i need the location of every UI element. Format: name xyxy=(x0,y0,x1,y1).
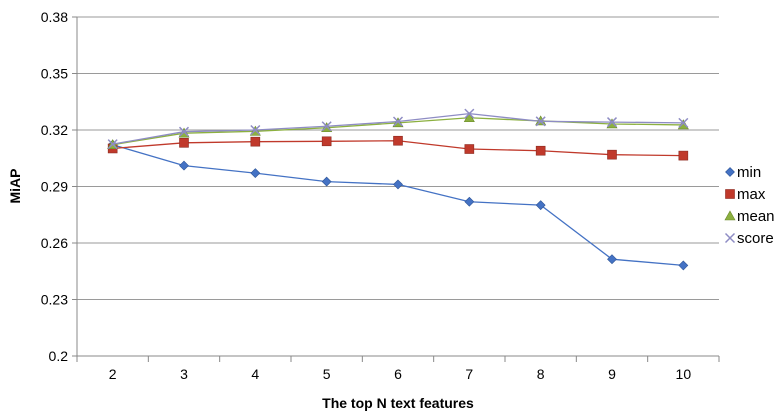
y-tick-label: 0.35 xyxy=(41,66,68,82)
data-point-min xyxy=(678,260,689,271)
data-point-max xyxy=(393,135,403,146)
y-gridlines xyxy=(72,16,719,357)
x-tick-label: 2 xyxy=(109,366,117,382)
series-line-min xyxy=(112,144,684,267)
series-group xyxy=(107,108,689,271)
legend-marker-min xyxy=(725,167,735,177)
data-point-max xyxy=(321,136,332,147)
data-point-max xyxy=(535,145,546,156)
data-point-score xyxy=(678,117,689,128)
x-tick-label: 10 xyxy=(676,366,692,382)
data-point-min xyxy=(321,176,332,187)
legend: min max mean score xyxy=(724,164,775,247)
data-point-min xyxy=(607,254,617,265)
legend-item-min: min xyxy=(725,164,761,181)
legend-item-max: max xyxy=(725,186,766,203)
data-point-score xyxy=(464,108,475,119)
data-point-mean xyxy=(606,118,618,129)
legend-label-mean: mean xyxy=(737,208,775,225)
legend-marker-max xyxy=(725,189,735,199)
y-axis-title: MiAP xyxy=(7,169,23,204)
data-point-score xyxy=(321,121,332,132)
series-min xyxy=(107,139,689,271)
series-score xyxy=(107,108,689,150)
data-point-max xyxy=(607,149,617,160)
data-point-min xyxy=(535,200,546,211)
data-point-min xyxy=(393,179,403,190)
y-tick-label: 0.26 xyxy=(41,235,68,251)
axes xyxy=(76,17,720,362)
x-tick-label: 9 xyxy=(608,366,616,382)
y-tick-label: 0.23 xyxy=(41,292,68,308)
data-point-max xyxy=(179,138,189,148)
x-tick-label: 4 xyxy=(251,366,259,382)
data-point-score xyxy=(178,126,190,137)
series-max xyxy=(107,135,689,161)
data-point-max xyxy=(250,136,261,147)
data-point-min xyxy=(464,196,475,207)
y-tick-label: 0.2 xyxy=(49,348,69,364)
legend-label-min: min xyxy=(737,164,761,181)
y-tick-labels: 0.2 0.23 0.26 0.29 0.32 0.35 0.38 xyxy=(41,9,68,364)
y-tick-label: 0.29 xyxy=(41,179,68,195)
x-tick-labels: 2 3 4 5 6 7 8 9 10 xyxy=(109,366,692,382)
legend-marker-score xyxy=(724,232,736,244)
data-point-mean xyxy=(463,112,475,123)
data-point-score xyxy=(535,116,546,127)
x-tick-label: 5 xyxy=(323,366,331,382)
data-point-max xyxy=(678,150,689,161)
data-point-min xyxy=(250,168,261,179)
data-point-score xyxy=(107,139,118,150)
legend-item-score: score xyxy=(724,230,774,247)
x-tick-label: 6 xyxy=(394,366,402,382)
data-point-score xyxy=(606,117,618,128)
data-point-score xyxy=(250,124,261,136)
legend-label-score: score xyxy=(737,230,774,247)
legend-marker-mean xyxy=(724,210,736,221)
x-tick-label: 8 xyxy=(537,366,545,382)
y-tick-label: 0.38 xyxy=(41,9,68,25)
data-point-min xyxy=(179,160,189,171)
x-tick-label: 7 xyxy=(465,366,473,382)
x-axis-title: The top N text features xyxy=(322,395,474,411)
y-tick-label: 0.32 xyxy=(41,122,68,138)
x-tick-label: 3 xyxy=(180,366,188,382)
data-point-score xyxy=(392,116,404,127)
legend-label-max: max xyxy=(737,186,766,203)
legend-item-mean: mean xyxy=(724,208,775,225)
data-point-max xyxy=(464,144,475,154)
